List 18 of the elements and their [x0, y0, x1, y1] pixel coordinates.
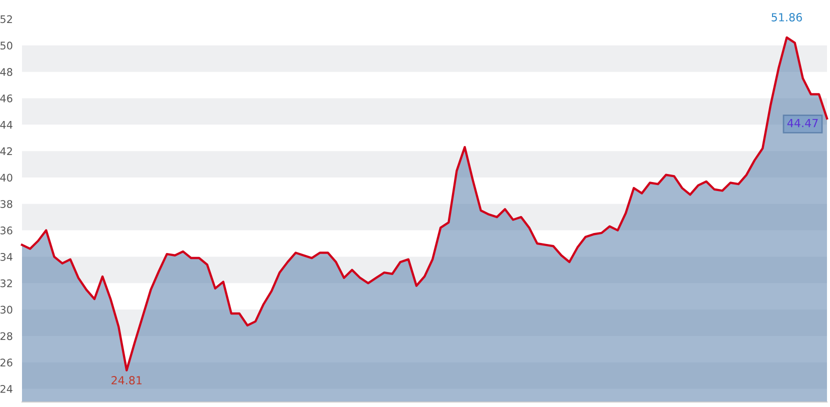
y-tick-label: 48 [0, 68, 12, 76]
y-tick-label: 50 [0, 42, 12, 50]
annotation: 24.81 [112, 376, 142, 384]
y-tick-label: 32 [0, 279, 12, 288]
y-tick-label: 36 [0, 226, 12, 234]
y-tick-label: 26 [0, 358, 12, 366]
y-tick-label: 40 [0, 174, 12, 182]
y-tick-label: 46 [0, 94, 12, 102]
y-tick-label: 42 [0, 147, 12, 156]
y-tick-label: 24 [0, 385, 12, 393]
y-tick-label: 34 [0, 252, 12, 261]
y-tick-label: 30 [0, 306, 12, 314]
y-tick-label: 28 [0, 332, 12, 340]
y-tick-label: 38 [0, 200, 12, 208]
y-tick-label: 52 [0, 15, 12, 24]
annotation: 51.86 [772, 13, 802, 22]
y-tick-label: 44 [0, 121, 12, 129]
annotation: 44.47 [787, 118, 818, 128]
